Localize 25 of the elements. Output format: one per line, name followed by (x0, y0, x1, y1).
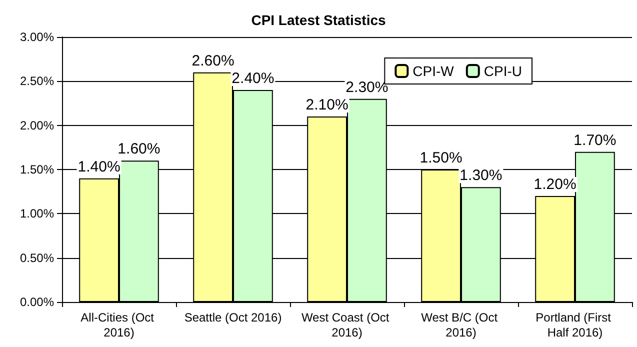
data-label: 1.40% (78, 158, 120, 176)
y-tick-label: 1.00% (20, 206, 54, 221)
data-label: 2.10% (306, 96, 348, 114)
y-tick-label: 2.00% (20, 118, 54, 132)
y-tick-label: 0.00% (20, 295, 54, 309)
data-label: 2.40% (232, 70, 274, 87)
data-label: 2.30% (346, 78, 388, 96)
legend-label: CPI-W (412, 63, 455, 79)
chart-title: CPI Latest Statistics (251, 12, 386, 28)
data-label: 1.20% (534, 176, 576, 193)
data-label: 1.30% (460, 167, 502, 184)
x-tick-label: West B/C (Oct 2016) (421, 310, 501, 340)
y-tick-label: 1.50% (20, 162, 54, 176)
x-tick-label: All-Cities (Oct 2016) (80, 310, 158, 340)
y-tick-label: 3.00% (20, 30, 54, 44)
data-label: 1.60% (118, 140, 160, 158)
y-tick-label: 0.50% (20, 250, 54, 265)
y-tick-label: 2.50% (20, 74, 54, 88)
x-tick-label: Seattle (Oct 2016) (184, 310, 282, 324)
data-label: 1.70% (574, 132, 616, 149)
data-label: 1.50% (420, 150, 462, 166)
x-tick-label: West Coast (Oct 2016) (301, 310, 393, 340)
legend-label: CPI-U (484, 63, 522, 79)
data-label: 2.60% (192, 52, 234, 70)
x-tick-label: Portland (First Half 2016) (536, 310, 614, 340)
